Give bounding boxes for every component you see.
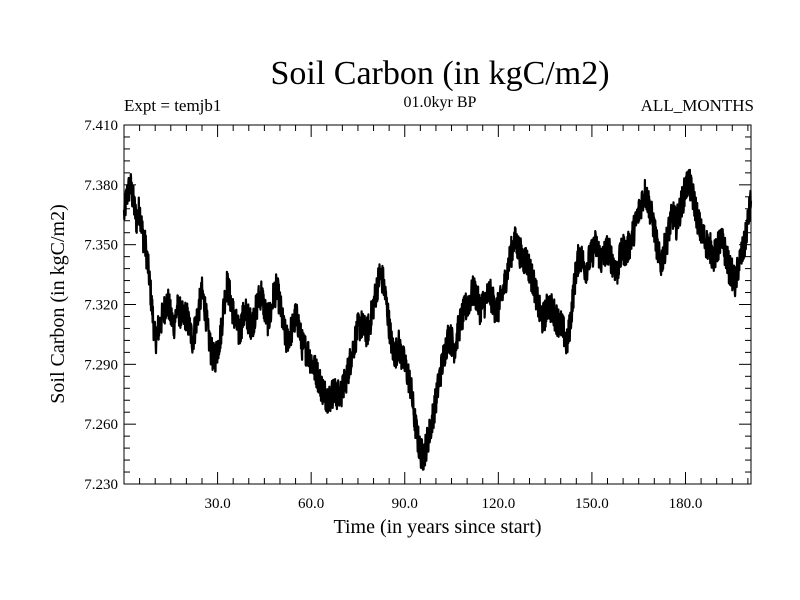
x-tick-label: 30.0 bbox=[204, 496, 230, 512]
experiment-label: Expt = temjb1 bbox=[124, 96, 222, 115]
x-tick-label: 120.0 bbox=[481, 496, 515, 512]
months-label: ALL_MONTHS bbox=[640, 96, 754, 115]
y-tick-label: 7.320 bbox=[84, 298, 118, 314]
y-axis-label: Soil Carbon (in kgC/m2) bbox=[47, 204, 69, 403]
y-tick-label: 7.380 bbox=[84, 178, 118, 194]
x-tick-label: 90.0 bbox=[392, 496, 418, 512]
x-tick-label: 60.0 bbox=[298, 496, 324, 512]
x-tick-label: 180.0 bbox=[669, 496, 703, 512]
chart-title: Soil Carbon (in kgC/m2) bbox=[270, 55, 610, 92]
x-tick-label: 150.0 bbox=[575, 496, 609, 512]
y-tick-label: 7.290 bbox=[84, 357, 118, 373]
x-axis-label: Time (in years since start) bbox=[333, 516, 541, 538]
chart-subtitle: 01.0kyr BP bbox=[403, 94, 477, 111]
ticks-layer bbox=[124, 125, 751, 484]
y-tick-label: 7.410 bbox=[84, 118, 118, 134]
plot-frame bbox=[123, 124, 752, 485]
labels-layer: 30.0 60.0 90.0 120.0 150.0 180.0 7.230 7.260 7.2… bbox=[84, 118, 702, 512]
series-layer bbox=[122, 168, 753, 471]
y-tick-label: 7.260 bbox=[84, 417, 118, 433]
series-line-soil-carbon bbox=[122, 168, 753, 471]
y-tick-label: 7.350 bbox=[84, 238, 118, 254]
y-tick-label: 7.230 bbox=[84, 477, 118, 493]
